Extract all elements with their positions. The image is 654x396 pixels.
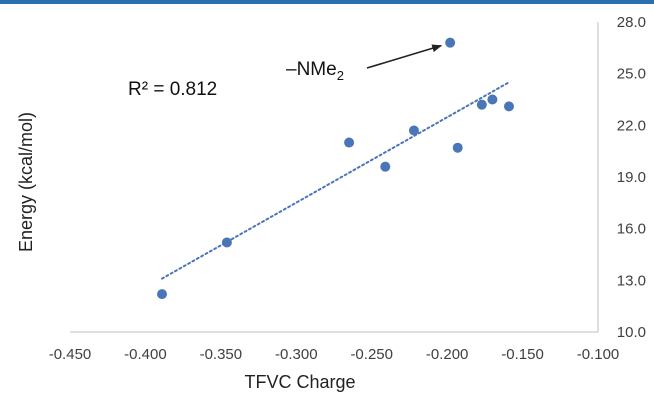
y-tick-labels: 10.0 13.0 16.0 19.0 22.0 25.0 28.0 bbox=[617, 14, 646, 341]
nme2-label-subscript: 2 bbox=[337, 68, 344, 83]
linear-trendline bbox=[161, 81, 510, 280]
nme2-label-prefix: –NMe bbox=[286, 59, 337, 80]
data-point bbox=[408, 125, 419, 136]
data-point bbox=[380, 161, 391, 172]
x-tick-label: -0.150 bbox=[501, 346, 544, 363]
data-point bbox=[221, 237, 232, 248]
data-points bbox=[157, 37, 514, 300]
data-point bbox=[445, 37, 456, 48]
x-axis-title: TFVC Charge bbox=[244, 372, 355, 392]
nme2-arrow bbox=[366, 44, 443, 69]
top-accent-bar bbox=[0, 0, 654, 4]
y-tick-label: 10.0 bbox=[617, 324, 646, 341]
y-tick-label: 16.0 bbox=[617, 221, 646, 238]
x-tick-label: -0.450 bbox=[49, 346, 92, 363]
x-tick-label: -0.400 bbox=[124, 346, 167, 363]
r-squared-label: R² = 0.812 bbox=[128, 79, 217, 100]
data-point bbox=[476, 99, 487, 110]
x-tick-label: -0.200 bbox=[426, 346, 469, 363]
x-tick-label: -0.100 bbox=[577, 346, 620, 363]
data-point bbox=[503, 101, 514, 112]
x-tick-label: -0.350 bbox=[200, 346, 243, 363]
y-tick-label: 19.0 bbox=[617, 169, 646, 186]
x-tick-labels: -0.450 -0.400 -0.350 -0.300 -0.250 -0.200 -0.1… bbox=[49, 346, 620, 363]
data-point bbox=[452, 142, 463, 153]
y-tick-label: 25.0 bbox=[617, 66, 646, 83]
y-tick-label: 13.0 bbox=[617, 272, 646, 289]
data-point bbox=[344, 137, 355, 148]
data-point bbox=[487, 94, 498, 105]
x-tick-label: -0.250 bbox=[350, 346, 393, 363]
data-point bbox=[157, 289, 168, 300]
y-tick-label: 28.0 bbox=[617, 14, 646, 31]
y-tick-label: 22.0 bbox=[617, 117, 646, 134]
nme2-label: –NMe2 bbox=[286, 59, 344, 83]
y-axis-title: Energy (kcal/mol) bbox=[16, 112, 36, 252]
x-tick-label: -0.300 bbox=[275, 346, 318, 363]
